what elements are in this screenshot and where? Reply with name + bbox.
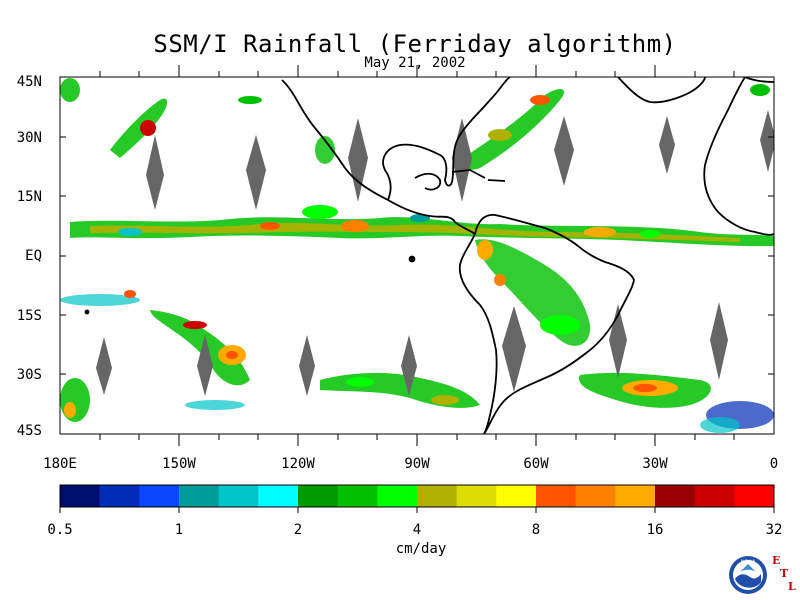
lon-label-180e: 180E [43, 456, 77, 472]
map-date: May 21, 2002 [364, 55, 466, 71]
lat-label-45s: 45S [16, 423, 42, 439]
rain-band-spcz [60, 290, 250, 410]
missing-data-swaths [96, 110, 774, 396]
colorbar-tick-label: 8 [531, 522, 541, 538]
lat-label-15n: 15N [16, 189, 42, 205]
lon-label-60w: 60W [523, 456, 549, 472]
colorbar-swatch [99, 485, 140, 507]
colorbar-tick-label: 4 [412, 522, 422, 538]
lon-label-30w: 30W [642, 456, 668, 472]
etl-letter-l: L [788, 580, 796, 593]
map-plot-area [60, 77, 774, 434]
lat-label-eq: EQ [25, 248, 42, 264]
lon-label-150w: 150W [162, 456, 196, 472]
lat-label-30n: 30N [16, 130, 42, 146]
etl-letter-t: T [780, 567, 789, 580]
coastlines [84, 77, 774, 434]
rain-band-south-atlantic [579, 372, 774, 433]
colorbar-swatch [60, 485, 100, 507]
colorbar-tick-label: 32 [765, 522, 783, 538]
lat-label-30s: 30S [16, 367, 42, 383]
lon-ticks [99, 65, 735, 446]
noaa-logo-text: NOAA [741, 560, 756, 566]
colorbar [59, 484, 775, 513]
etl-letter-e: E [772, 554, 780, 567]
colorbar-swatch [298, 485, 338, 507]
colorbar-swatch [179, 485, 219, 507]
colorbar-swatch [655, 485, 695, 507]
colorbar-swatch [456, 485, 497, 507]
lat-ticks [60, 76, 774, 435]
colorbar-tick-label: 16 [646, 522, 664, 538]
lon-label-90w: 90W [404, 456, 430, 472]
colorbar-tick-label: 0.5 [47, 522, 73, 538]
colorbar-swatch [575, 485, 616, 507]
colorbar-tick-label: 2 [293, 522, 303, 538]
lat-label-45n: 45N [16, 74, 42, 90]
colorbar-swatch [496, 485, 537, 507]
colorbar-swatch [139, 485, 180, 507]
colorbar-swatch [417, 485, 457, 507]
map-title: SSM/I Rainfall (Ferriday algorithm) [153, 30, 677, 58]
lon-label-120w: 120W [281, 456, 315, 472]
noaa-logo-icon: NOAA E T L [729, 554, 796, 594]
coastline-south-america [458, 214, 635, 434]
colorbar-swatch [258, 485, 299, 507]
coastline-africa [703, 77, 774, 236]
colorbar-swatch [337, 485, 378, 507]
rain-band-south-midlat [60, 372, 480, 422]
colorbar-swatch [218, 485, 259, 507]
rain-band-south-america [475, 239, 591, 346]
rain-band-north [60, 78, 770, 170]
colorbar-swatch [615, 485, 656, 507]
colorbar-unit-label: cm/day [395, 541, 447, 557]
colorbar-tick-label: 1 [174, 522, 184, 538]
lat-label-15s: 15S [16, 308, 42, 324]
colorbar-swatch [536, 485, 576, 507]
colorbar-swatch [694, 485, 735, 507]
rain-band-itcz [70, 205, 774, 247]
colorbar-swatch [377, 485, 418, 507]
colorbar-swatch [734, 485, 775, 507]
lon-label-0: 0 [769, 456, 779, 472]
coastline-greenland [617, 77, 706, 104]
